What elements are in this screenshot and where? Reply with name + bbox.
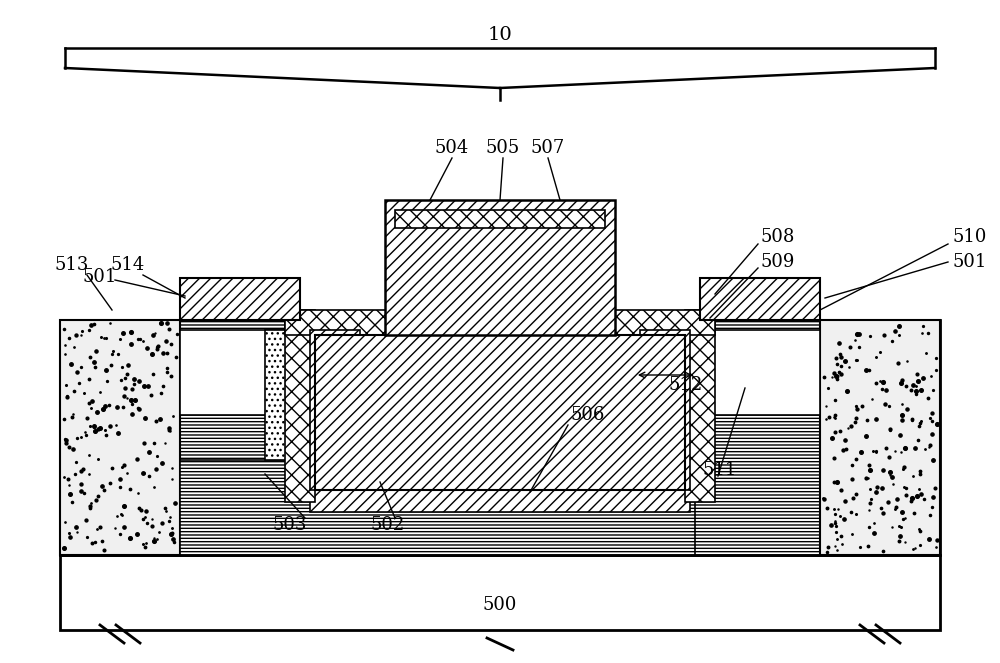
Text: 508: 508 [760, 228, 794, 246]
Bar [695, 330, 820, 415]
Text: 502: 502 [371, 516, 405, 534]
Bar [60, 320, 940, 555]
Bar [180, 460, 695, 555]
Text: 506: 506 [570, 406, 604, 424]
Text: 511: 511 [702, 461, 736, 479]
Bar [385, 200, 615, 335]
Bar [820, 320, 940, 555]
Text: 500: 500 [483, 596, 517, 614]
Bar [265, 330, 695, 460]
Text: 501: 501 [952, 253, 986, 271]
Bar [60, 320, 180, 555]
Bar [640, 330, 690, 490]
Bar [180, 278, 300, 320]
Text: 504: 504 [435, 139, 469, 157]
Bar [310, 330, 360, 490]
Text: 510: 510 [952, 228, 986, 246]
Bar [310, 490, 690, 512]
Text: 505: 505 [486, 139, 520, 157]
Bar [700, 278, 820, 320]
Bar [285, 310, 315, 502]
Bar [395, 210, 605, 228]
Text: 503: 503 [273, 516, 307, 534]
Bar [60, 555, 940, 630]
Text: 514: 514 [111, 256, 145, 274]
Text: 10: 10 [488, 26, 512, 44]
Text: 509: 509 [760, 253, 794, 271]
Text: 501: 501 [83, 268, 117, 286]
Bar [180, 330, 300, 415]
Text: 513: 513 [55, 256, 89, 274]
Bar [285, 310, 715, 335]
Bar [685, 310, 715, 502]
Text: 507: 507 [531, 139, 565, 157]
Bar [315, 335, 685, 490]
Text: 512: 512 [668, 376, 702, 394]
